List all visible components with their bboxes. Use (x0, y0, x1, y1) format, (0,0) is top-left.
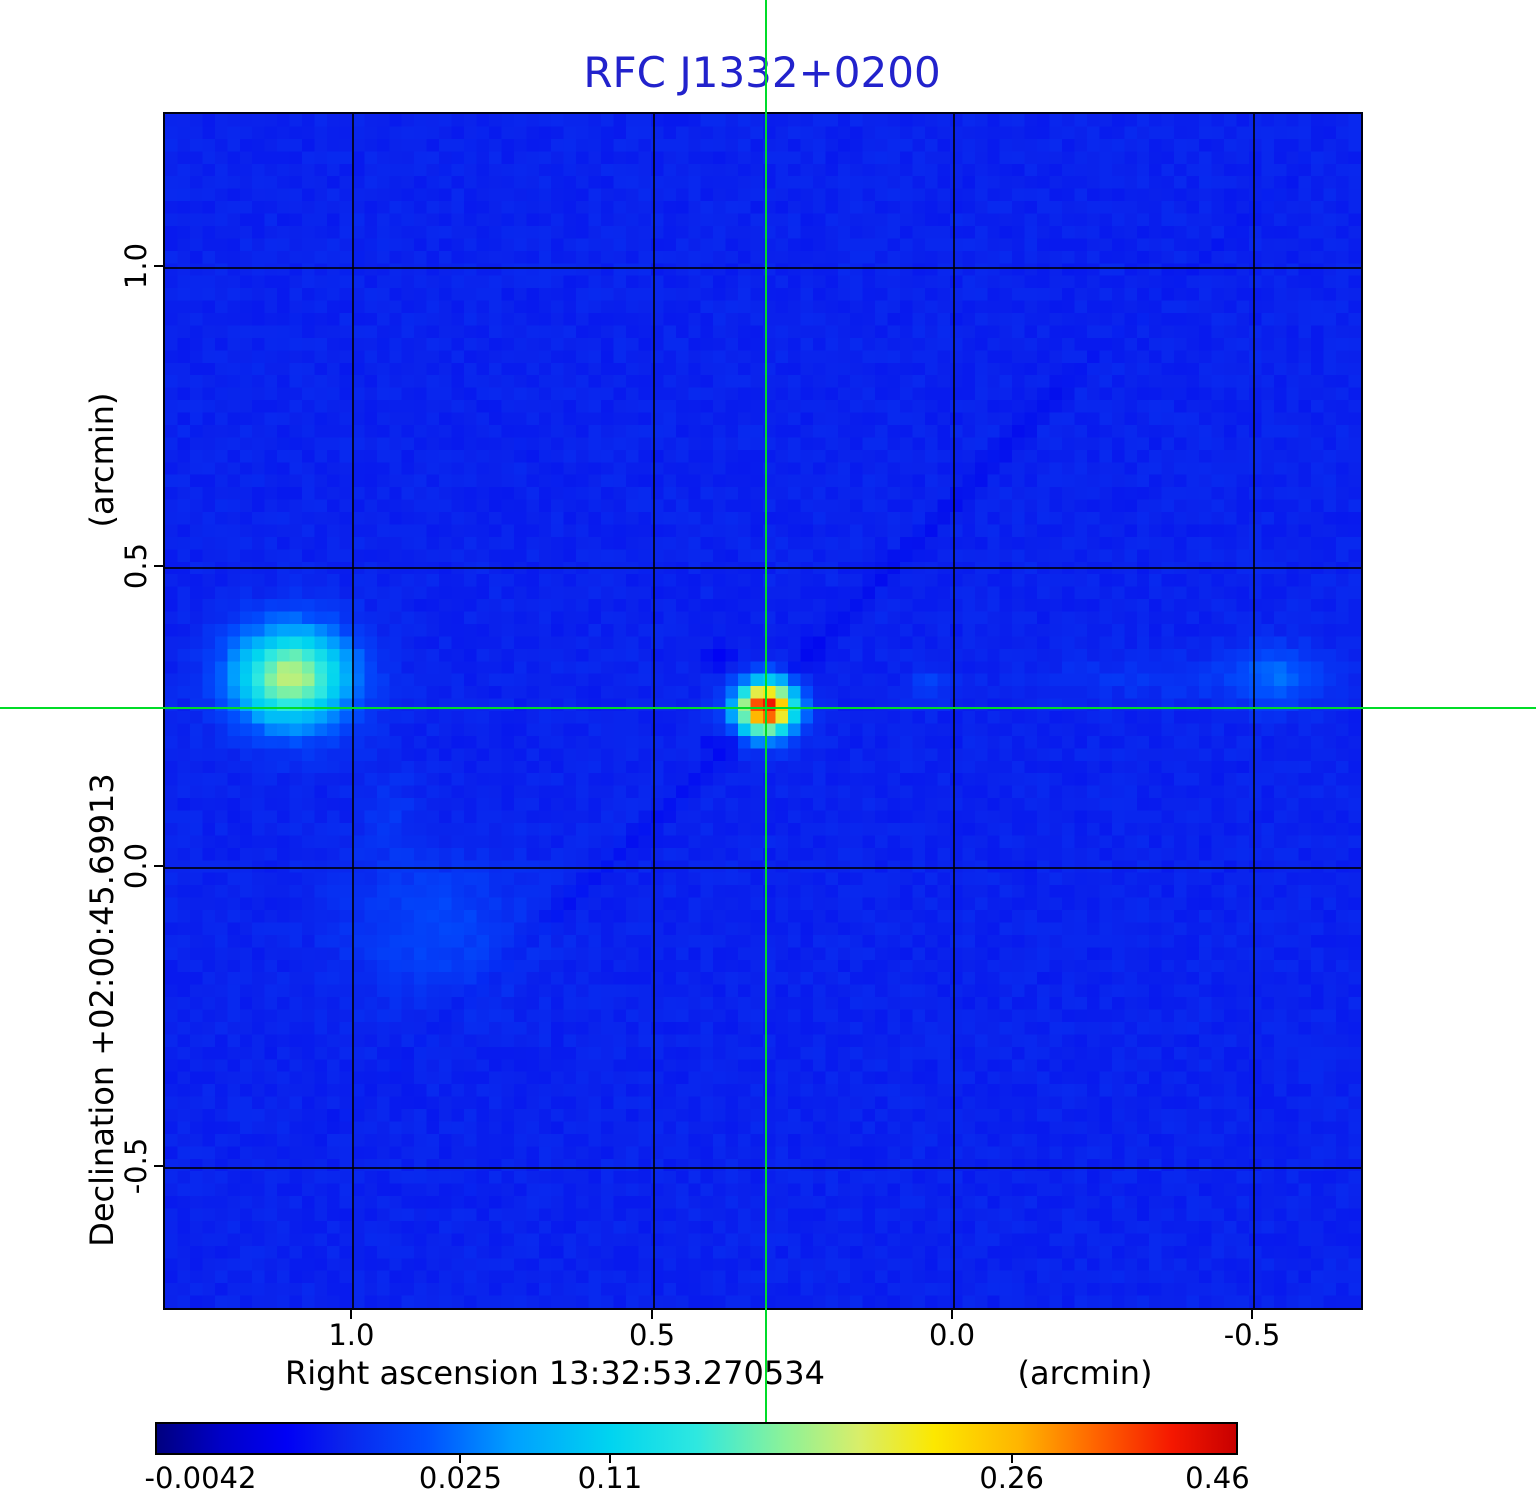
y-axis-label: Declination +02:00:45.69913 (83, 773, 121, 1247)
x-tick-label: 0.0 (929, 1318, 975, 1352)
y-gridline (165, 1167, 1361, 1169)
y-axis-unit: (arcmin) (83, 393, 121, 528)
plot-title: RFC J1332+0200 (583, 50, 940, 96)
y-gridline (165, 867, 1361, 869)
y-tick-label: 1.0 (119, 243, 153, 289)
colorbar (155, 1422, 1238, 1455)
x-gridline (653, 114, 655, 1308)
x-tick-label: 0.5 (629, 1318, 675, 1352)
y-tick-mark (154, 1165, 163, 1167)
colorbar-tick-label: 0.025 (419, 1461, 502, 1495)
y-gridline (165, 267, 1361, 269)
figure: RFC J1332+0200 Declination +02:00:45.699… (0, 0, 1536, 1511)
crosshair-horizontal-line (0, 707, 1536, 709)
colorbar-tick-label: 0.11 (578, 1461, 643, 1495)
y-tick-mark (154, 865, 163, 867)
colorbar-tick-label: 0.46 (1185, 1461, 1250, 1495)
y-tick-label: 0.0 (119, 843, 153, 889)
y-tick-label: -0.5 (119, 1138, 153, 1195)
crosshair-vertical-line (765, 0, 767, 1422)
x-gridline (352, 114, 354, 1308)
sky-map-plot-area (163, 112, 1363, 1310)
x-gridline (1253, 114, 1255, 1308)
x-tick-label: -0.5 (1224, 1318, 1281, 1352)
x-axis-unit: (arcmin) (1018, 1354, 1153, 1392)
y-gridline (165, 567, 1361, 569)
colorbar-tick-label: -0.0042 (145, 1461, 257, 1495)
x-tick-label: 1.0 (328, 1318, 374, 1352)
x-gridline (953, 114, 955, 1308)
y-tick-mark (154, 265, 163, 267)
colorbar-tick-label: 0.26 (979, 1461, 1044, 1495)
intensity-map-image (165, 114, 1361, 1308)
x-axis-label: Right ascension 13:32:53.270534 (285, 1354, 825, 1392)
y-tick-label: 0.5 (119, 543, 153, 589)
y-tick-mark (154, 565, 163, 567)
